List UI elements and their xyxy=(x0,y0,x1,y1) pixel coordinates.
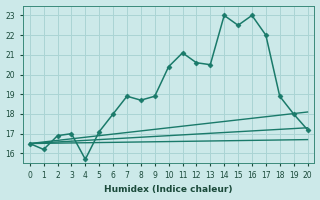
X-axis label: Humidex (Indice chaleur): Humidex (Indice chaleur) xyxy=(104,185,233,194)
